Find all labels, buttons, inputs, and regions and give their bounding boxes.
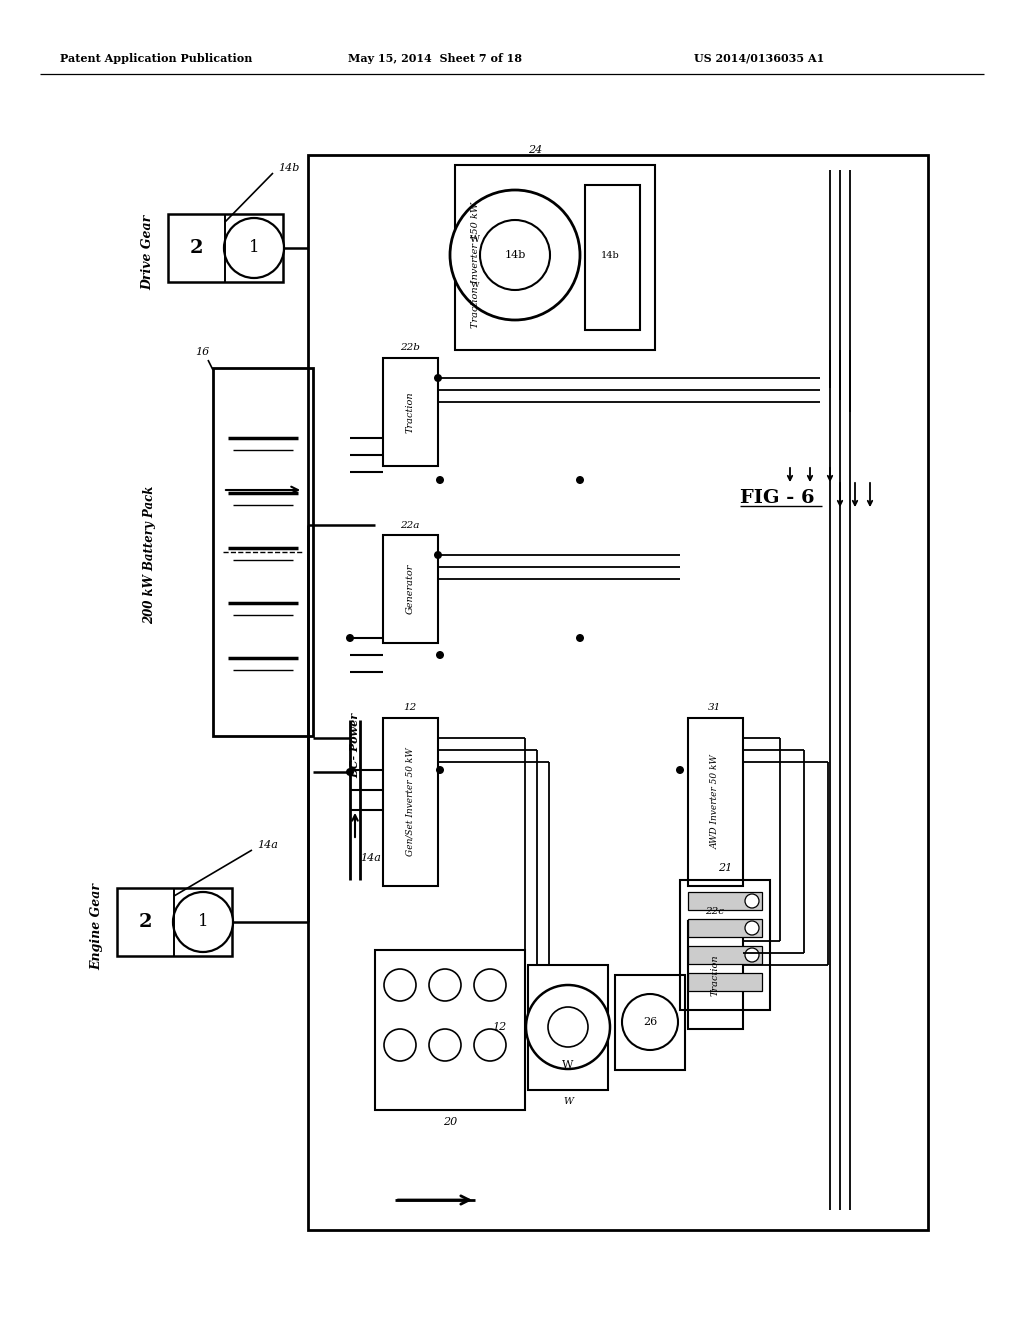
- Text: 14a: 14a: [360, 853, 381, 863]
- Text: 12: 12: [403, 704, 417, 713]
- Circle shape: [346, 768, 354, 776]
- Text: 14a: 14a: [257, 840, 278, 850]
- Circle shape: [429, 969, 461, 1001]
- Text: Engine Gear: Engine Gear: [90, 883, 103, 969]
- Bar: [308, 154, 928, 1230]
- Bar: [688, 921, 743, 1030]
- Text: 14b: 14b: [278, 162, 299, 173]
- Text: Traction Inverter 150 kW: Traction Inverter 150 kW: [470, 202, 479, 327]
- Text: W: W: [471, 281, 479, 289]
- Circle shape: [745, 894, 759, 908]
- Text: Traction: Traction: [711, 954, 720, 995]
- Circle shape: [436, 651, 444, 659]
- Circle shape: [384, 969, 416, 1001]
- Bar: [383, 358, 438, 466]
- Circle shape: [480, 220, 550, 290]
- Circle shape: [575, 634, 584, 642]
- Bar: [375, 950, 525, 1110]
- Text: 12: 12: [492, 1022, 506, 1032]
- Circle shape: [548, 1007, 588, 1047]
- Text: 31: 31: [709, 704, 722, 713]
- Circle shape: [450, 190, 580, 319]
- Circle shape: [474, 969, 506, 1001]
- Bar: [213, 368, 313, 737]
- Circle shape: [429, 1030, 461, 1061]
- Text: W: W: [562, 1060, 573, 1071]
- Text: DC- Power: DC- Power: [349, 713, 360, 777]
- Text: 22a: 22a: [400, 520, 420, 529]
- Bar: [688, 973, 762, 991]
- Circle shape: [434, 374, 442, 381]
- Circle shape: [745, 921, 759, 935]
- Text: Drive Gear: Drive Gear: [141, 214, 155, 289]
- Bar: [688, 718, 743, 886]
- Circle shape: [745, 948, 759, 962]
- Bar: [688, 919, 762, 937]
- Text: 14b: 14b: [504, 249, 525, 260]
- Circle shape: [384, 1030, 416, 1061]
- Bar: [383, 718, 438, 886]
- Circle shape: [346, 634, 354, 642]
- Text: 16: 16: [195, 347, 209, 356]
- Text: Patent Application Publication: Patent Application Publication: [60, 53, 252, 63]
- Circle shape: [575, 477, 584, 484]
- Circle shape: [434, 550, 442, 558]
- Text: 22b: 22b: [400, 343, 420, 352]
- Circle shape: [436, 766, 444, 774]
- Bar: [615, 975, 685, 1071]
- Text: 22c: 22c: [706, 907, 725, 916]
- Bar: [455, 165, 655, 350]
- Text: 24: 24: [528, 145, 542, 154]
- Text: US 2014/0136035 A1: US 2014/0136035 A1: [694, 53, 824, 63]
- Text: 26: 26: [643, 1016, 657, 1027]
- Text: Gen/Set Inverter 50 kW: Gen/Set Inverter 50 kW: [406, 747, 415, 857]
- Text: Generator: Generator: [406, 564, 415, 614]
- Text: 14b: 14b: [601, 251, 620, 260]
- Text: Traction: Traction: [406, 391, 415, 433]
- Bar: [117, 888, 232, 956]
- Bar: [383, 535, 438, 643]
- Circle shape: [622, 994, 678, 1049]
- Text: 21: 21: [718, 863, 732, 873]
- Bar: [528, 965, 608, 1090]
- Text: AWD Inverter 50 kW: AWD Inverter 50 kW: [711, 755, 720, 849]
- Bar: [688, 946, 762, 964]
- Text: 20: 20: [442, 1117, 457, 1127]
- Text: FIG - 6: FIG - 6: [740, 488, 815, 507]
- Bar: [680, 880, 770, 1010]
- Circle shape: [173, 892, 233, 952]
- Text: May 15, 2014  Sheet 7 of 18: May 15, 2014 Sheet 7 of 18: [348, 53, 522, 63]
- Text: W: W: [563, 1097, 573, 1106]
- Circle shape: [526, 985, 610, 1069]
- Circle shape: [474, 1030, 506, 1061]
- Circle shape: [436, 477, 444, 484]
- Text: W: W: [470, 235, 480, 244]
- Bar: [168, 214, 283, 282]
- Text: 200 kW Battery Pack: 200 kW Battery Pack: [143, 486, 157, 624]
- Text: 2: 2: [138, 913, 152, 931]
- Text: 1: 1: [198, 913, 208, 931]
- Circle shape: [676, 766, 684, 774]
- Text: 1: 1: [249, 239, 259, 256]
- Circle shape: [224, 218, 284, 279]
- Text: 2: 2: [189, 239, 203, 257]
- Bar: [688, 892, 762, 909]
- Bar: [585, 185, 640, 330]
